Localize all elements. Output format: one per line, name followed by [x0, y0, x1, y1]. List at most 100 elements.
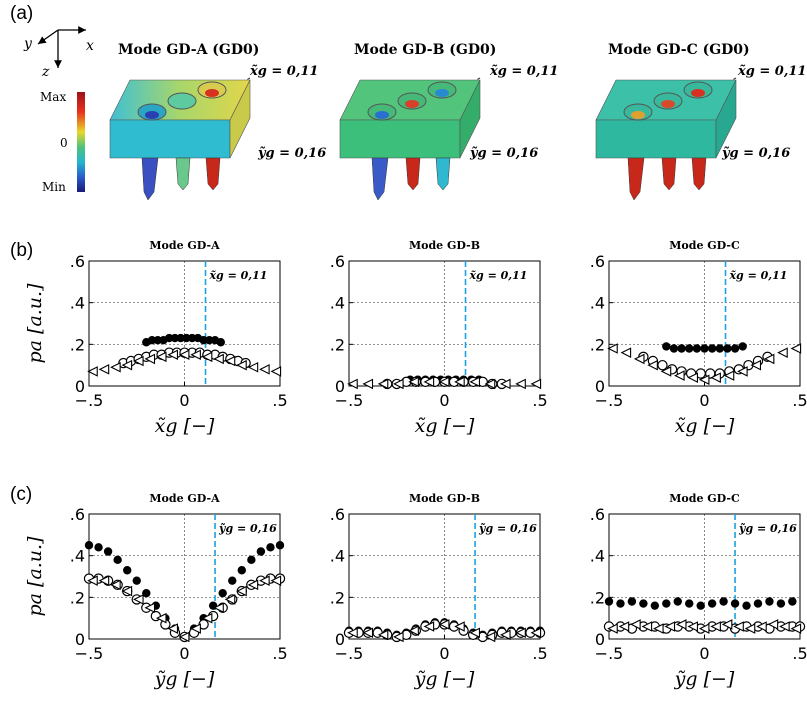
chart-b-0-point-triangle — [167, 349, 178, 361]
chart-c-2-point-filled — [742, 601, 751, 610]
chart-b-0-y-tick-label: .6 — [70, 252, 85, 271]
chart-c-2-point-filled — [685, 599, 694, 608]
chart-c-1-y-tick-label: .2 — [330, 588, 345, 607]
chart-b-0-y-tick-label: .4 — [70, 294, 85, 313]
panel-label-b: (b) — [10, 240, 34, 261]
chart-b-2-y-tick-label: .2 — [590, 335, 605, 354]
chart-b-2-point-triangle — [647, 359, 658, 371]
chart-c-1-cut-label: ỹg = 0,16 — [478, 522, 537, 535]
chart-c-0-x-label: ỹg [−] — [154, 668, 215, 690]
x-axis-label: x — [86, 38, 94, 54]
chart-c-1-point-triangle — [499, 629, 511, 641]
chart-c-2-point-filled — [776, 599, 786, 608]
chart-c-2-point-triangle — [675, 619, 687, 630]
chart-b-2-point-filled — [707, 344, 717, 353]
chart-c-0-point-triangle — [155, 612, 167, 624]
chart-b-0-point-triangle — [133, 355, 144, 367]
chart-b-2-point-triangle — [660, 366, 672, 377]
chart-b-2-point-triangle — [737, 366, 748, 377]
chart-b-0-x-label: x̃g [−] — [155, 415, 215, 437]
chart-c-0-point-triangle — [167, 623, 178, 634]
y-cut-label-gd-a: ỹg = 0,16 — [258, 146, 327, 161]
chart-c-2-cut-label: ỹg = 0,16 — [738, 522, 797, 535]
chart-b-2-point-triangle — [633, 353, 645, 365]
chart-c-0-point-filled — [103, 547, 113, 556]
mode-gd-b-render — [339, 77, 481, 201]
scale-max-label: Max — [40, 90, 67, 104]
chart-b-2-point-triangle — [698, 374, 710, 386]
chart-c-0-y-tick-label: .6 — [70, 505, 85, 524]
chart-b-0-point-triangle — [247, 361, 259, 373]
chart-c-2-point-triangle — [630, 619, 641, 630]
chart-c-0-point-triangle — [190, 623, 201, 634]
chart-c-2-point-filled — [696, 601, 705, 610]
chart-b-1-point-triangle — [377, 378, 389, 390]
chart-c-0-point-filled — [247, 555, 256, 565]
chart-c-1-title: Mode GD-B — [409, 492, 480, 505]
chart-b-1-point-triangle — [454, 376, 465, 388]
chart-c-1-point-triangle — [515, 627, 526, 639]
chart-b-1-point-triangle — [484, 378, 496, 390]
chart-c-0-point-filled — [237, 566, 246, 575]
chart-b-2-point-filled — [738, 342, 747, 351]
chart-c-2-point-filled — [719, 597, 728, 606]
chart-c-2-x-tick-label: .5 — [792, 644, 807, 663]
chart-b-2-cut-label: x̃g = 0,11 — [729, 269, 788, 282]
chart-b-1-x-tick-label: 0 — [439, 391, 449, 410]
chart-c-0-point-triangle — [270, 575, 282, 586]
chart-b-2-point-triangle — [674, 370, 685, 381]
chart-c-1-point-triangle — [438, 619, 450, 630]
chart-c-2-y-tick-label: .6 — [590, 505, 605, 524]
chart-b-2-point-triangle — [750, 359, 762, 371]
x-cut-label-gd-b: x̃g = 0,11 — [490, 64, 559, 79]
chart-c-1-point-triangle — [362, 627, 374, 639]
chart-b-2-point-filled — [700, 344, 709, 353]
chart-c-2-point-triangle — [756, 621, 767, 632]
chart-b-0-point-triangle — [270, 366, 282, 377]
chart-b-2-point-triangle — [687, 372, 698, 383]
chart-b-0-point-triangle — [178, 349, 190, 361]
panel-label-c: (c) — [10, 484, 33, 505]
chart-b-2-point-filled — [692, 344, 702, 353]
chart-c-1-x-tick-label: .5 — [532, 644, 547, 663]
chart-b-2-point-filled — [723, 344, 732, 353]
mode-gd-c-render — [595, 77, 737, 201]
chart-c-2-point-filled — [639, 599, 648, 608]
scale-min-label: Min — [42, 180, 66, 194]
chart-b-2-x-label: x̃g [−] — [675, 415, 735, 437]
chart-b-2-point-filled — [677, 344, 686, 353]
chart-b-0-x-tick-label: 0 — [179, 391, 189, 410]
chart-c-2-point-triangle — [744, 623, 756, 634]
chart-c-0-point-filled — [142, 588, 151, 598]
chart-b-1-x-label: x̃g [−] — [415, 415, 475, 437]
x-cut-label-gd-a: x̃g = 0,11 — [250, 64, 319, 79]
chart-b-1-point-triangle — [469, 376, 481, 388]
chart-c-2-point-triangle — [698, 623, 710, 634]
chart-b-0-point-triangle — [224, 355, 236, 367]
y-axis-arrow — [37, 29, 59, 45]
y-axis-label: y — [24, 36, 32, 52]
chart-b-2-point-triangle — [620, 347, 632, 358]
chart-b-0-point-triangle — [144, 353, 156, 365]
chart-c-2-point-triangle — [710, 621, 721, 632]
chart-b-2-y-tick-label: .4 — [590, 294, 605, 313]
z-axis-label: z — [42, 64, 50, 80]
chart-c-1-point-triangle — [454, 621, 465, 632]
chart-c-2-point-filled — [753, 599, 763, 608]
chart-c-0-point-triangle — [236, 585, 247, 597]
scale-zero-label: 0 — [60, 136, 68, 150]
chart-c-0-x-tick-label: 0 — [179, 644, 189, 663]
chart-b-1-point-triangle — [393, 378, 404, 390]
chart-c-0-point-triangle — [98, 575, 110, 586]
chart-b-0-point-triangle — [87, 366, 98, 377]
chart-b-2-point-triangle — [723, 370, 735, 381]
chart-b-1-x-tick-label: .5 — [532, 391, 547, 410]
chart-c-2-point-triangle — [733, 621, 744, 632]
y-cut-label-gd-c: ỹg = 0,16 — [722, 146, 791, 161]
chart-b-1-x-tick-label: −.5 — [335, 391, 364, 410]
chart-c-0-y-label: pa [a.u.] — [24, 536, 46, 617]
chart-c-1-point-triangle — [347, 627, 358, 639]
chart-b-1-cut-label: x̃g = 0,11 — [469, 269, 528, 282]
chart-b-2-point-triangle — [607, 343, 618, 354]
chart-c-2-point-triangle — [721, 619, 733, 630]
